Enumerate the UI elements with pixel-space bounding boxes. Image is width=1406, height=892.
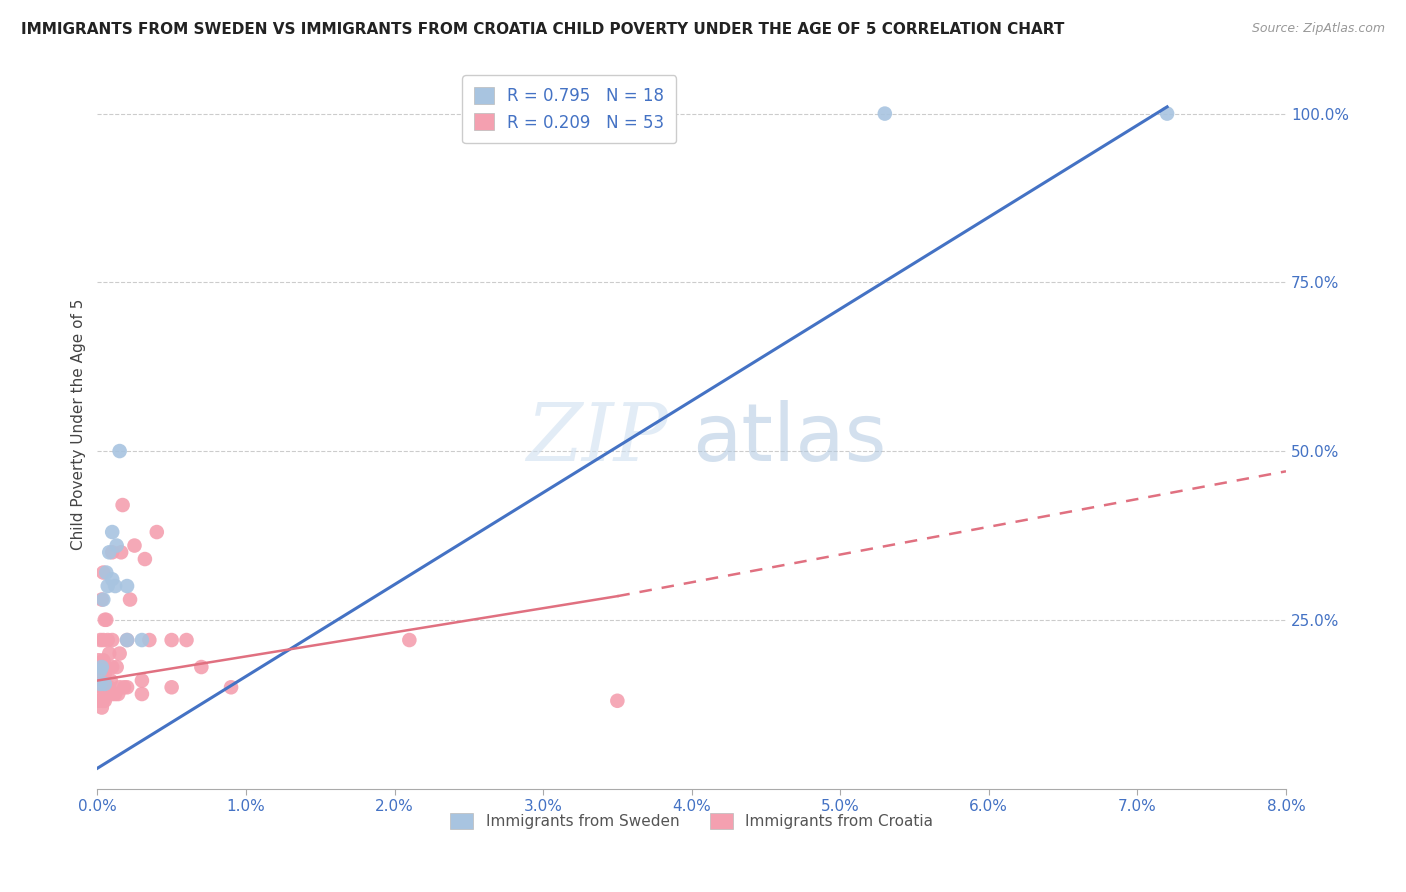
Point bbox=[91, 653, 114, 667]
Point bbox=[176, 633, 198, 648]
Point bbox=[96, 687, 118, 701]
Point bbox=[110, 545, 132, 559]
Point bbox=[91, 566, 114, 580]
Point bbox=[115, 681, 138, 695]
Point bbox=[115, 633, 138, 648]
Point bbox=[89, 633, 111, 648]
Point bbox=[94, 694, 117, 708]
Point bbox=[190, 660, 212, 674]
Point bbox=[98, 545, 121, 559]
Point bbox=[90, 592, 112, 607]
Point bbox=[118, 592, 141, 607]
Point bbox=[104, 579, 127, 593]
Point bbox=[90, 660, 112, 674]
Point bbox=[398, 633, 420, 648]
Point bbox=[101, 633, 124, 648]
Point bbox=[100, 673, 122, 688]
Point bbox=[134, 552, 156, 566]
Point bbox=[101, 524, 124, 539]
Point bbox=[138, 633, 160, 648]
Point bbox=[124, 539, 146, 553]
Point bbox=[89, 664, 111, 678]
Point bbox=[90, 700, 112, 714]
Point bbox=[87, 653, 110, 667]
Point bbox=[146, 524, 169, 539]
Point bbox=[101, 660, 124, 674]
Point bbox=[101, 572, 124, 586]
Point bbox=[108, 444, 131, 458]
Point bbox=[97, 687, 120, 701]
Text: ZIP: ZIP bbox=[526, 400, 668, 477]
Point bbox=[160, 633, 183, 648]
Point bbox=[101, 545, 124, 559]
Point bbox=[101, 687, 124, 701]
Point bbox=[115, 633, 138, 648]
Point bbox=[89, 677, 111, 691]
Point bbox=[108, 681, 131, 695]
Point bbox=[90, 681, 112, 695]
Point bbox=[108, 647, 131, 661]
Point bbox=[87, 694, 110, 708]
Text: Source: ZipAtlas.com: Source: ZipAtlas.com bbox=[1251, 22, 1385, 36]
Point bbox=[91, 633, 114, 648]
Point bbox=[98, 647, 121, 661]
Point bbox=[107, 687, 129, 701]
Text: atlas: atlas bbox=[692, 400, 886, 477]
Point bbox=[112, 681, 135, 695]
Point bbox=[105, 539, 128, 553]
Point bbox=[131, 687, 153, 701]
Point bbox=[89, 666, 111, 681]
Point bbox=[115, 579, 138, 593]
Point bbox=[160, 681, 183, 695]
Point bbox=[1156, 106, 1178, 120]
Point bbox=[94, 677, 117, 691]
Point bbox=[96, 613, 118, 627]
Point bbox=[104, 687, 127, 701]
Point bbox=[89, 687, 111, 701]
Point bbox=[219, 681, 242, 695]
Legend: Immigrants from Sweden, Immigrants from Croatia: Immigrants from Sweden, Immigrants from … bbox=[444, 807, 939, 836]
Point bbox=[96, 660, 118, 674]
Point bbox=[111, 498, 134, 512]
Point bbox=[94, 666, 117, 681]
Point bbox=[131, 673, 153, 688]
Y-axis label: Child Poverty Under the Age of 5: Child Poverty Under the Age of 5 bbox=[72, 299, 86, 549]
Point bbox=[97, 579, 120, 593]
Point bbox=[98, 681, 121, 695]
Point bbox=[91, 673, 114, 688]
Point bbox=[606, 694, 628, 708]
Point bbox=[90, 660, 112, 674]
Text: IMMIGRANTS FROM SWEDEN VS IMMIGRANTS FROM CROATIA CHILD POVERTY UNDER THE AGE OF: IMMIGRANTS FROM SWEDEN VS IMMIGRANTS FRO… bbox=[21, 22, 1064, 37]
Point bbox=[97, 633, 120, 648]
Point bbox=[96, 566, 118, 580]
Point bbox=[131, 633, 153, 648]
Point bbox=[94, 613, 117, 627]
Point bbox=[873, 106, 896, 120]
Point bbox=[91, 592, 114, 607]
Point bbox=[105, 660, 128, 674]
Point bbox=[91, 694, 114, 708]
